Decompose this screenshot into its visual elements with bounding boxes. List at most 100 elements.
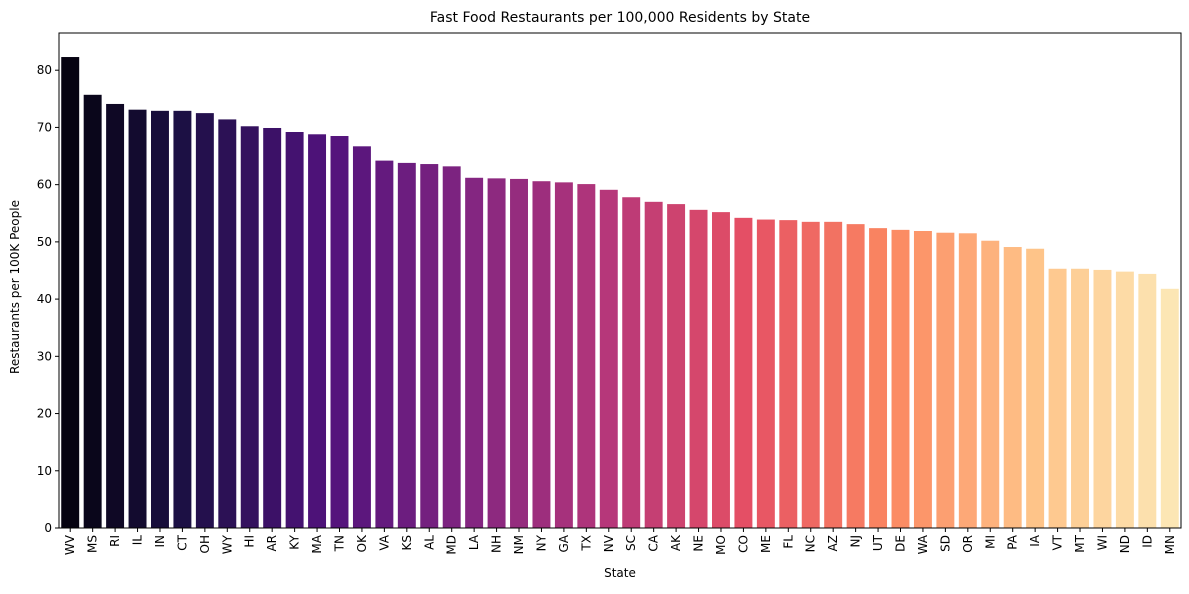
bar-ny — [532, 181, 551, 528]
x-tick-label: ND — [1118, 535, 1132, 553]
x-tick-label: AK — [669, 534, 683, 551]
x-tick-label: CA — [647, 534, 661, 551]
x-tick-label: FL — [781, 535, 795, 549]
bar-sd — [936, 232, 955, 528]
x-axis-title: State — [604, 566, 636, 580]
x-tick-label: ID — [1140, 535, 1154, 548]
x-tick-label: AZ — [826, 535, 840, 551]
bar-wv — [61, 57, 80, 528]
bar-vt — [1048, 268, 1067, 528]
x-tick-label: AL — [422, 535, 436, 550]
plot-frame — [58, 32, 1182, 529]
bar-fl — [779, 220, 798, 528]
y-tick-label: 70 — [37, 120, 52, 134]
bar-az — [824, 221, 843, 528]
x-tick-label: NH — [490, 535, 504, 553]
y-tick-label: 40 — [37, 292, 52, 306]
x-tick-label: RI — [108, 535, 122, 547]
x-tick-label: PA — [1006, 534, 1020, 549]
bar-ok — [352, 146, 371, 528]
x-tick-label: MN — [1163, 535, 1177, 554]
bar-ia — [1026, 248, 1045, 529]
x-tick-label: NM — [512, 535, 526, 554]
x-tick-label: KY — [288, 534, 302, 549]
x-tick-label: IN — [153, 535, 167, 548]
bar-nm — [510, 178, 528, 529]
bar-sc — [622, 197, 641, 529]
x-tick-label: SC — [624, 535, 638, 551]
bar-mt — [1071, 268, 1089, 528]
y-tick-label: 80 — [37, 63, 52, 77]
x-tick-label: NV — [602, 534, 616, 552]
bar-tn — [330, 136, 349, 528]
bar-nh — [487, 178, 506, 528]
bar-md — [442, 166, 461, 528]
bar-pa — [1003, 247, 1022, 528]
bar-in — [151, 110, 169, 528]
x-tick-label: CT — [175, 534, 189, 550]
x-tick-label: IL — [131, 535, 145, 546]
x-tick-label: MS — [86, 535, 100, 553]
bar-ri — [106, 103, 125, 529]
bar-al — [420, 164, 439, 529]
bar-wi — [1093, 269, 1112, 528]
x-tick-label: HI — [243, 535, 257, 548]
bar-ks — [397, 162, 416, 528]
bar-ut — [869, 228, 888, 528]
bar-ne — [689, 209, 708, 528]
x-tick-label: SD — [938, 535, 952, 552]
y-axis: 0 10 20 30 40 50 60 70 80 — [37, 63, 59, 535]
x-tick-label: KS — [400, 535, 414, 551]
y-tick-label: 20 — [37, 407, 52, 421]
x-tick-label: TX — [579, 535, 593, 552]
x-tick-label: NY — [534, 534, 548, 551]
x-tick-label: OK — [355, 534, 369, 552]
x-tick-label: GA — [557, 534, 571, 552]
x-tick-label: VT — [1051, 534, 1065, 550]
bar-oh — [195, 113, 214, 529]
bar-nv — [599, 189, 618, 529]
bar-mo — [712, 212, 730, 528]
y-axis-title: Restaurants per 100K People — [8, 200, 22, 374]
bar-ct — [173, 110, 192, 528]
bar-va — [375, 160, 394, 529]
y-tick-label: 10 — [37, 464, 52, 478]
x-tick-label: OH — [198, 535, 212, 553]
x-tick-label: MD — [445, 535, 459, 555]
x-tick-label: NE — [692, 535, 706, 552]
y-tick-label: 0 — [44, 521, 52, 535]
x-tick-label: WA — [916, 534, 930, 554]
bar-ma — [308, 134, 327, 529]
bar-il — [128, 109, 147, 529]
bar-la — [465, 177, 484, 528]
x-tick-label: UT — [871, 534, 885, 551]
bar-nc — [801, 221, 820, 528]
x-tick-label: WI — [1095, 535, 1109, 550]
x-tick-label: WV — [63, 534, 77, 555]
bar-wy — [218, 119, 237, 528]
bar-ga — [554, 182, 573, 529]
bar-hi — [240, 126, 259, 528]
bar-ca — [644, 201, 663, 528]
bar-or — [958, 233, 977, 529]
x-tick-label: ME — [759, 535, 773, 553]
bar-ms — [83, 94, 102, 529]
bar-de — [891, 229, 910, 529]
x-tick-label: AR — [265, 535, 279, 552]
x-tick-label: NJ — [849, 535, 863, 548]
bar-nd — [1115, 271, 1134, 528]
bar-mn — [1160, 288, 1179, 528]
bar-id — [1138, 273, 1157, 528]
bars-group — [61, 57, 1179, 529]
x-tick-label: CO — [736, 535, 750, 553]
bar-ky — [285, 132, 304, 528]
x-tick-label: IA — [1028, 534, 1042, 547]
bar-tx — [577, 184, 596, 528]
x-tick-label: TN — [333, 535, 347, 552]
x-tick-label: MA — [310, 534, 324, 553]
bar-wa — [913, 231, 932, 528]
y-tick-label: 60 — [37, 178, 52, 192]
x-axis: WV MS RI IL IN CT OH WY HI AR KY MA TN OK VA KS AL MD LA NH… — [63, 528, 1177, 555]
